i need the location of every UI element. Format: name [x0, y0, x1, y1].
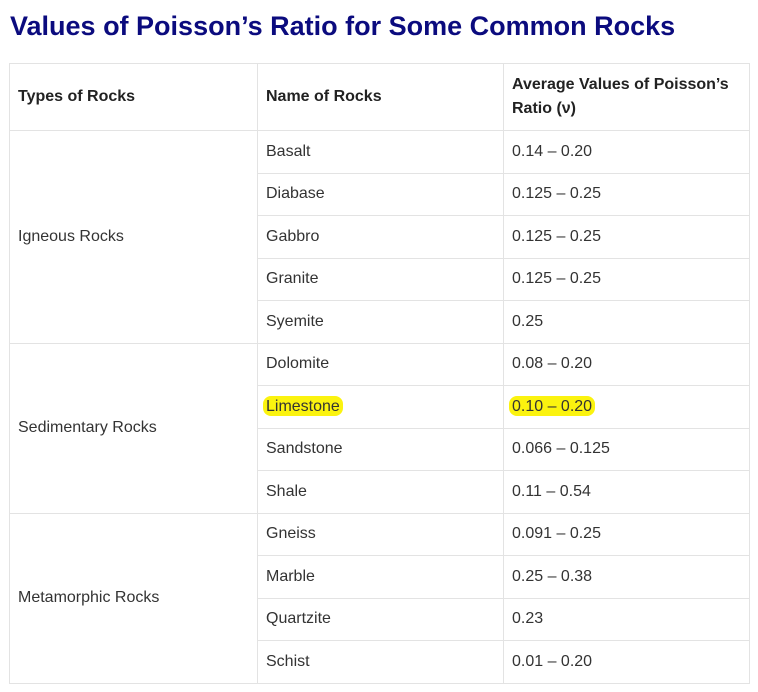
table-row: Marble 0.25 – 0.38 — [10, 555, 750, 599]
ratio-value-cell: 0.25 — [503, 300, 750, 344]
table-header-row: Types of Rocks Name of Rocks Average Val… — [9, 63, 750, 131]
ratio-value-cell: 0.125 – 0.25 — [503, 215, 750, 259]
table-row-highlighted: Limestone 0.10 – 0.20 — [10, 385, 750, 429]
rock-name-cell: Dolomite — [257, 342, 504, 386]
rock-name-cell: Limestone — [257, 385, 504, 429]
table-row: Granite 0.125 – 0.25 — [10, 257, 750, 301]
ratio-value-cell: 0.10 – 0.20 — [503, 385, 750, 429]
rock-name-cell: Gabbro — [257, 215, 504, 259]
ratio-value-cell: 0.01 – 0.20 — [503, 640, 750, 684]
rock-name-cell: Quartzite — [257, 597, 504, 641]
page-title: Values of Poisson’s Ratio for Some Commo… — [10, 11, 676, 41]
header-average-poisson-ratio: Average Values of Poisson’s Ratio (ν) — [503, 63, 750, 131]
ratio-value-cell: 0.066 – 0.125 — [503, 427, 750, 471]
rock-name-cell: Syemite — [257, 300, 504, 344]
table-row: Quartzite 0.23 — [10, 597, 750, 641]
rock-name-cell: Schist — [257, 640, 504, 684]
rock-name-cell: Sandstone — [257, 427, 504, 471]
ratio-value-cell: 0.125 – 0.25 — [503, 172, 750, 216]
table-row: Shale 0.11 – 0.54 — [10, 470, 750, 514]
rock-name-cell: Basalt — [257, 130, 504, 174]
table-row: Sedimentary Rocks Dolomite 0.08 – 0.20 — [9, 342, 750, 514]
table-row: Schist 0.01 – 0.20 — [10, 640, 750, 684]
ratio-value-cell: 0.08 – 0.20 — [503, 342, 750, 386]
ratio-value-cell: 0.11 – 0.54 — [503, 470, 750, 514]
table-row: Syemite 0.25 — [10, 300, 750, 344]
rock-name-cell: Marble — [257, 555, 504, 599]
poisson-ratio-table: Types of Rocks Name of Rocks Average Val… — [9, 63, 750, 684]
rock-name-cell: Shale — [257, 470, 504, 514]
ratio-value-cell: 0.23 — [503, 597, 750, 641]
table-row: Gabbro 0.125 – 0.25 — [10, 215, 750, 259]
rock-name-cell: Diabase — [257, 172, 504, 216]
rock-name-cell: Gneiss — [257, 512, 504, 556]
ratio-value-cell: 0.25 – 0.38 — [503, 555, 750, 599]
header-name-of-rocks: Name of Rocks — [257, 63, 504, 131]
highlight-mark: Limestone — [263, 395, 343, 416]
highlight-mark: 0.10 – 0.20 — [509, 395, 596, 416]
rock-type-cell: Sedimentary Rocks — [9, 342, 258, 514]
table-row: Metamorphic Rocks Gneiss 0.091 – 0.25 — [9, 512, 750, 684]
rock-type-cell: Metamorphic Rocks — [9, 512, 258, 684]
table-row: Diabase 0.125 – 0.25 — [10, 172, 750, 216]
rock-type-cell: Igneous Rocks — [9, 130, 258, 344]
rock-name-cell: Granite — [257, 257, 504, 301]
ratio-value-cell: 0.14 – 0.20 — [503, 130, 750, 174]
table-row: Igneous Rocks Basalt 0.14 – 0.20 — [9, 130, 750, 344]
ratio-value-cell: 0.091 – 0.25 — [503, 512, 750, 556]
header-types-of-rocks: Types of Rocks — [9, 63, 258, 131]
ratio-value-cell: 0.125 – 0.25 — [503, 257, 750, 301]
